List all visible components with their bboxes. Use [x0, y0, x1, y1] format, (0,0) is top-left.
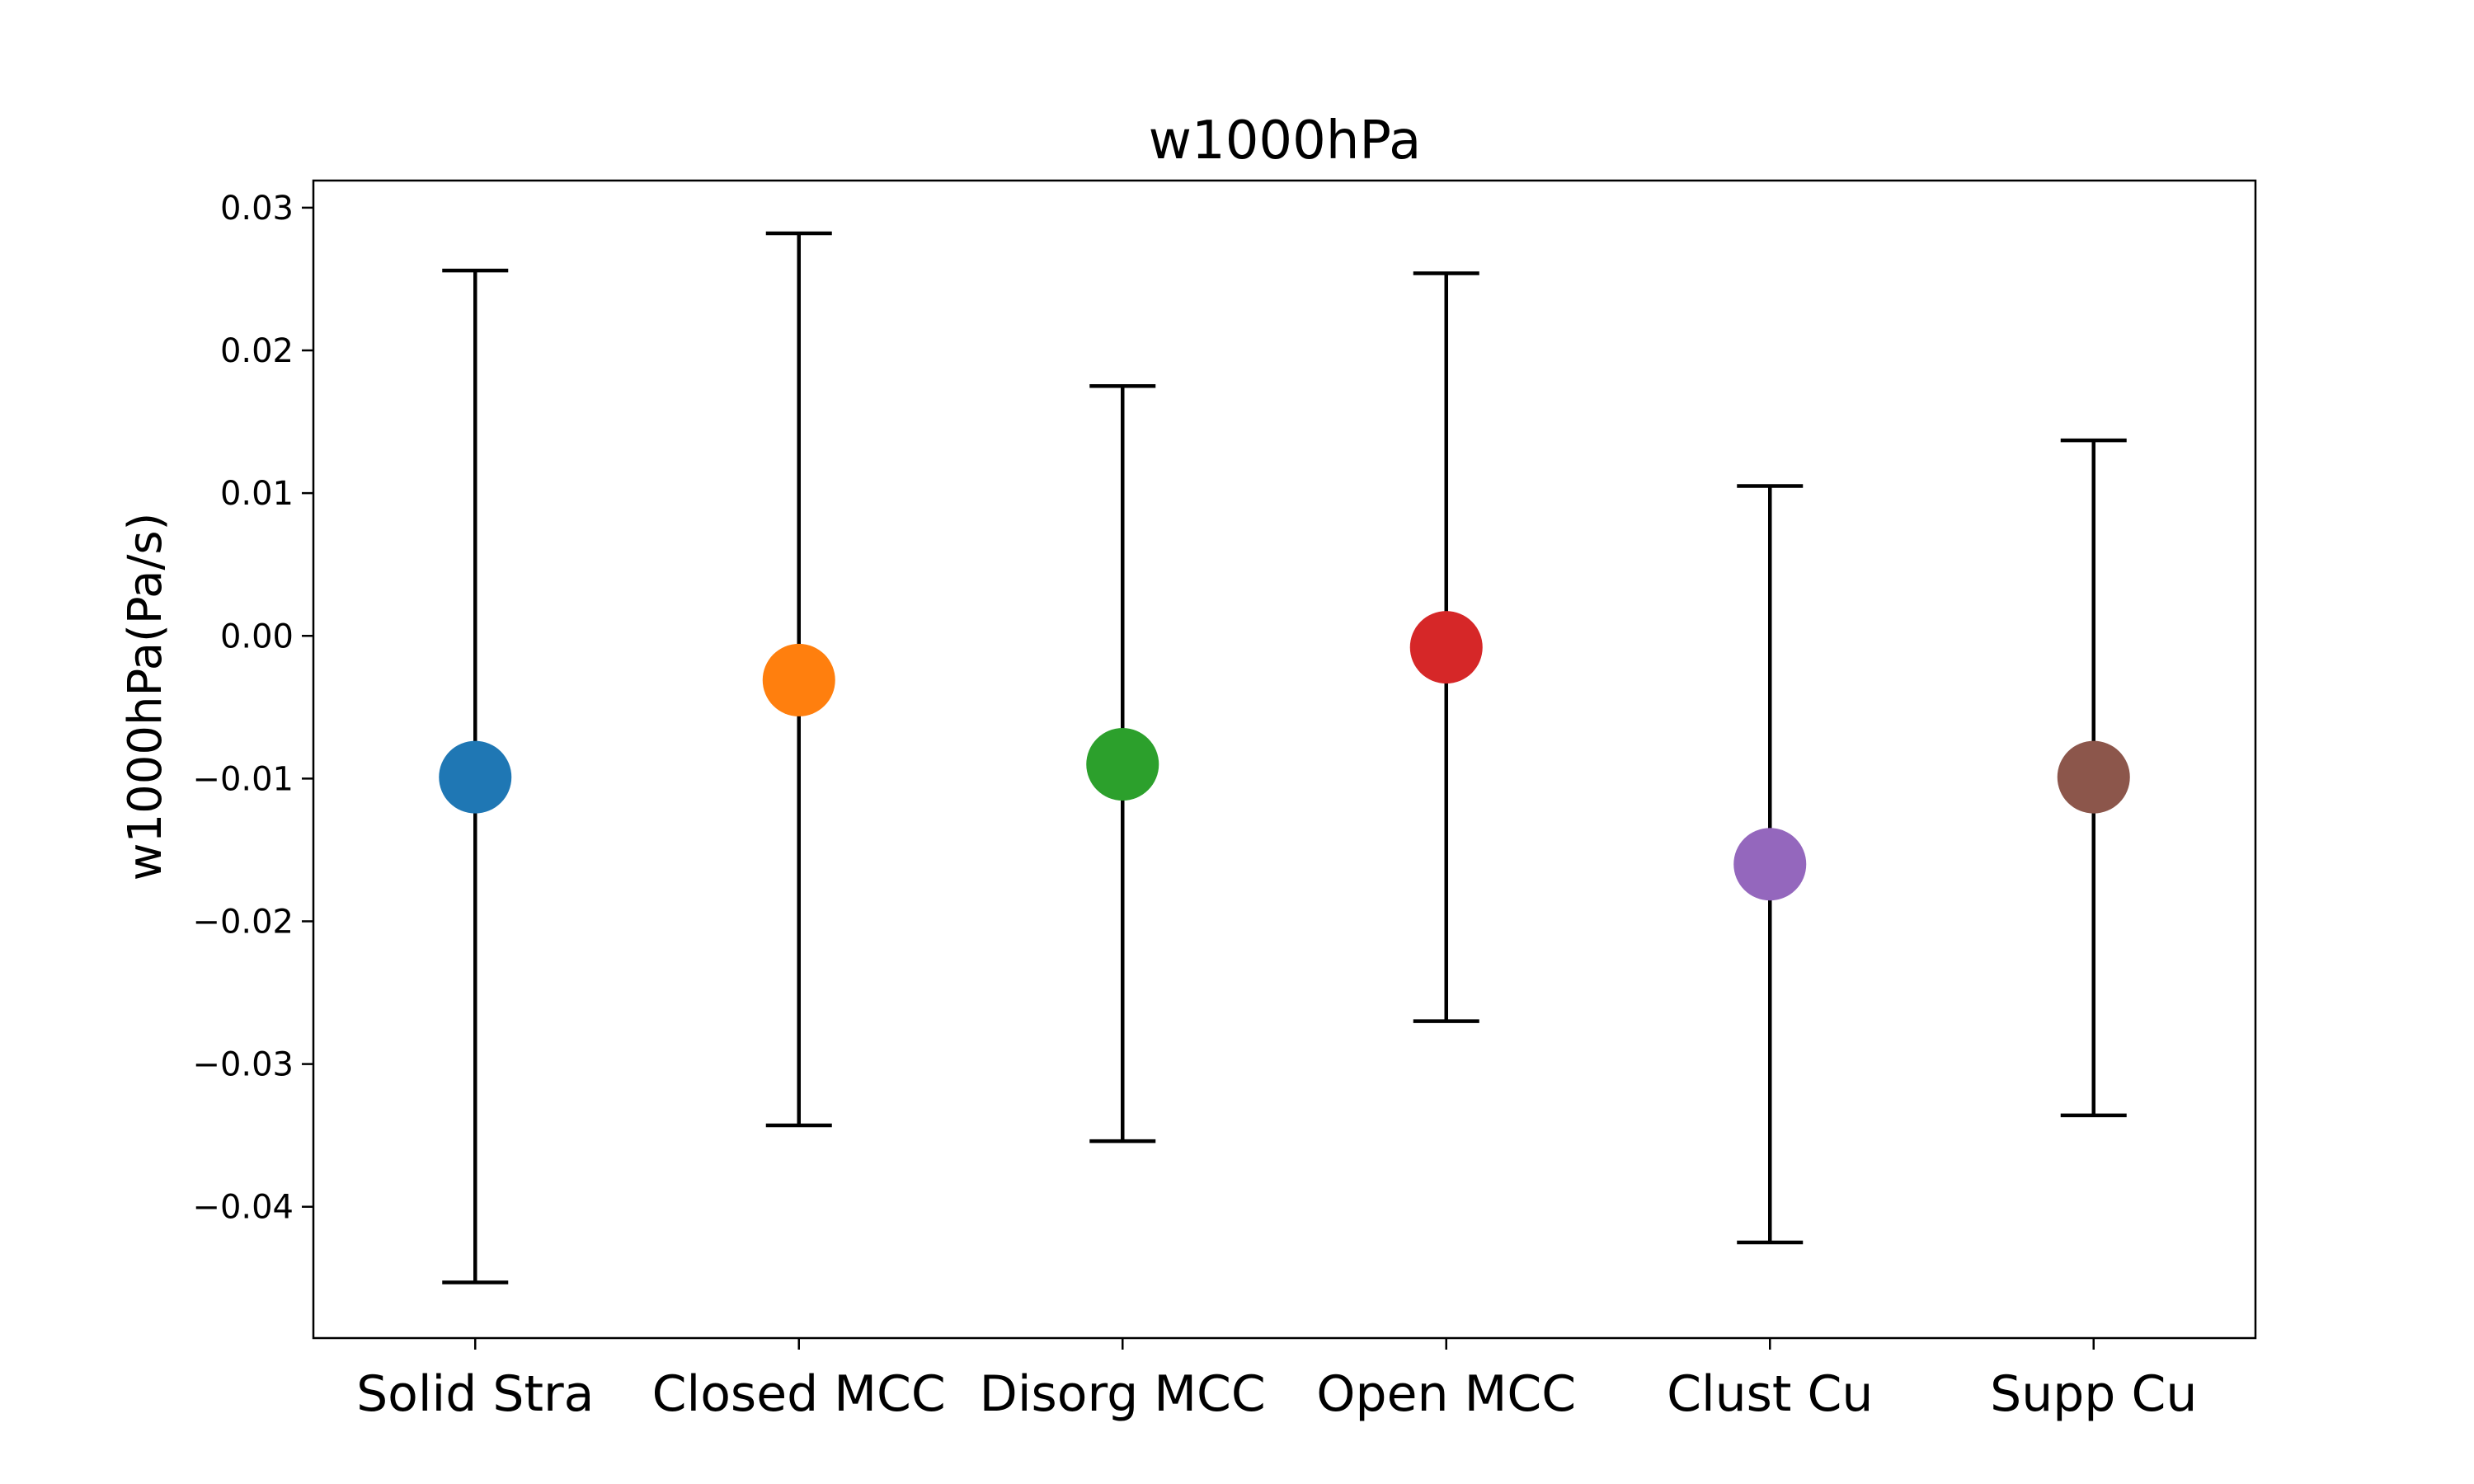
data-point [1409, 611, 1483, 684]
y-tick-label: 0.02 [220, 332, 294, 370]
y-tick-label: −0.02 [192, 903, 294, 941]
y-tick-label: −0.01 [192, 760, 294, 798]
data-point [1733, 828, 1807, 901]
plot-frame [312, 179, 2257, 1340]
plot-area: 0.03 0.02 0.01 0.00 −0.01 −0.02 −0.03 −0.04 Soli… [192, 190, 2197, 1423]
data-point [2057, 740, 2130, 814]
x-tick-label: Solid Stra [356, 1365, 594, 1423]
y-tick-label: 0.03 [220, 190, 294, 228]
chart-title: w1000hPa [1149, 110, 1422, 171]
x-tick-label: Supp Cu [1990, 1365, 2197, 1423]
y-axis-label: w1000hPa(Pa/s) [119, 513, 172, 881]
data-point [1086, 728, 1159, 801]
x-tick-label: Closed MCC [652, 1365, 946, 1423]
x-tick-label: Clust Cu [1667, 1365, 1873, 1423]
y-tick-label: 0.00 [220, 618, 294, 655]
y-tick-label: 0.01 [220, 475, 294, 513]
x-tick-label: Disorg MCC [980, 1365, 1266, 1423]
y-tick-label: −0.04 [192, 1189, 294, 1227]
x-tick-label: Open MCC [1316, 1365, 1576, 1423]
data-point [762, 643, 835, 716]
data-point [439, 740, 512, 814]
y-tick-label: −0.03 [192, 1046, 294, 1084]
